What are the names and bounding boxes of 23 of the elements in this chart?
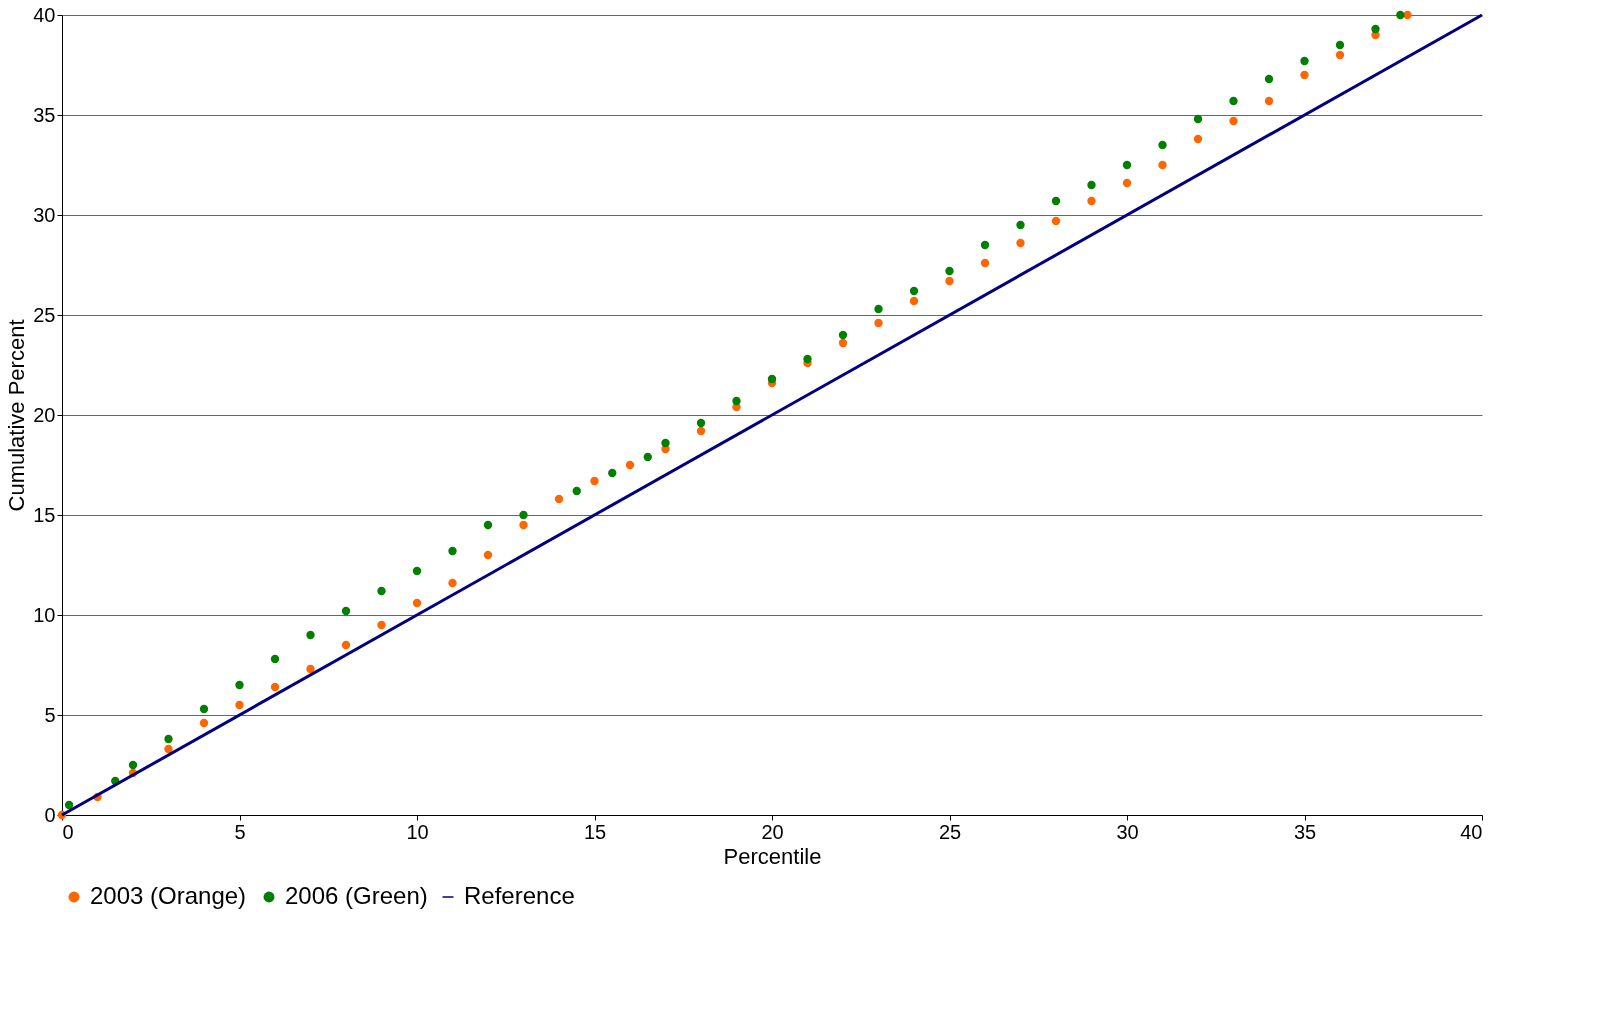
y-tick-label: 35 <box>33 103 56 126</box>
y-tick-label: 15 <box>33 503 56 526</box>
y-tick-label: 40 <box>33 3 56 26</box>
legend-label: Reference <box>464 882 575 909</box>
x-tick-label: 40 <box>1460 820 1483 843</box>
x-tick-label: 20 <box>761 820 784 843</box>
x-tick-label: 0 <box>62 820 74 843</box>
x-tick-label: 5 <box>234 820 246 843</box>
y-tick-label: 25 <box>33 303 56 326</box>
x-tick-label: 35 <box>1293 820 1317 843</box>
x-tick-label: 15 <box>583 820 607 843</box>
y-tick-label: 20 <box>33 403 56 426</box>
x-tick-label: 30 <box>1116 820 1139 843</box>
y-tick-label: 0 <box>44 803 56 826</box>
x-tick-label: 25 <box>938 820 962 843</box>
legend-label: 2003 (Orange) <box>90 882 247 909</box>
y-tick-label: 30 <box>33 203 56 226</box>
y-axis-title: Cumulative Percent <box>4 319 30 512</box>
y-tick-label: 10 <box>33 603 56 626</box>
y-tick-label: 5 <box>44 703 56 726</box>
legend-label: 2006 (Green) <box>285 882 428 909</box>
x-tick-label: 10 <box>406 820 429 843</box>
x-axis-title: Percentile <box>723 843 822 869</box>
